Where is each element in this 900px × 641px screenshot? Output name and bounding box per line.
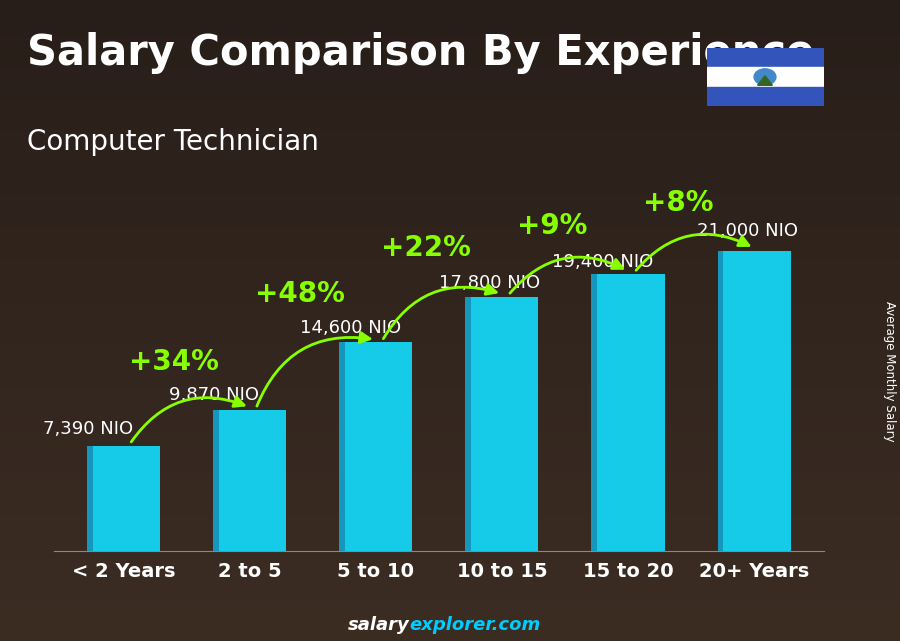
Bar: [213, 410, 286, 551]
Text: 7,390 NIO: 7,390 NIO: [43, 420, 133, 438]
Bar: [717, 251, 724, 551]
Text: +48%: +48%: [255, 280, 345, 308]
Bar: [86, 445, 160, 551]
Text: 14,600 NIO: 14,600 NIO: [300, 319, 401, 337]
Bar: [465, 297, 538, 551]
Bar: [339, 342, 345, 551]
Bar: [591, 274, 598, 551]
Bar: [717, 251, 791, 551]
Text: explorer.com: explorer.com: [410, 616, 541, 634]
Text: +8%: +8%: [644, 188, 714, 217]
Bar: [717, 251, 791, 551]
Text: +9%: +9%: [518, 212, 588, 240]
Text: 9,870 NIO: 9,870 NIO: [169, 387, 259, 404]
Text: Computer Technician: Computer Technician: [27, 128, 319, 156]
Bar: [706, 48, 824, 67]
Text: salary: salary: [347, 616, 410, 634]
Text: +22%: +22%: [382, 235, 471, 262]
Bar: [86, 445, 93, 551]
Text: 19,400 NIO: 19,400 NIO: [552, 253, 653, 271]
Bar: [213, 410, 286, 551]
Bar: [706, 67, 824, 87]
Text: 21,000 NIO: 21,000 NIO: [698, 222, 798, 240]
Bar: [339, 342, 412, 551]
Bar: [706, 87, 824, 106]
Bar: [465, 297, 471, 551]
Text: Salary Comparison By Experience: Salary Comparison By Experience: [27, 32, 814, 74]
Bar: [591, 274, 664, 551]
Bar: [213, 410, 219, 551]
Bar: [591, 274, 664, 551]
Text: Average Monthly Salary: Average Monthly Salary: [883, 301, 896, 442]
Text: +34%: +34%: [129, 348, 219, 376]
Bar: [339, 342, 412, 551]
Text: 17,800 NIO: 17,800 NIO: [438, 274, 540, 292]
Bar: [86, 445, 160, 551]
Bar: [465, 297, 538, 551]
Circle shape: [754, 69, 776, 85]
